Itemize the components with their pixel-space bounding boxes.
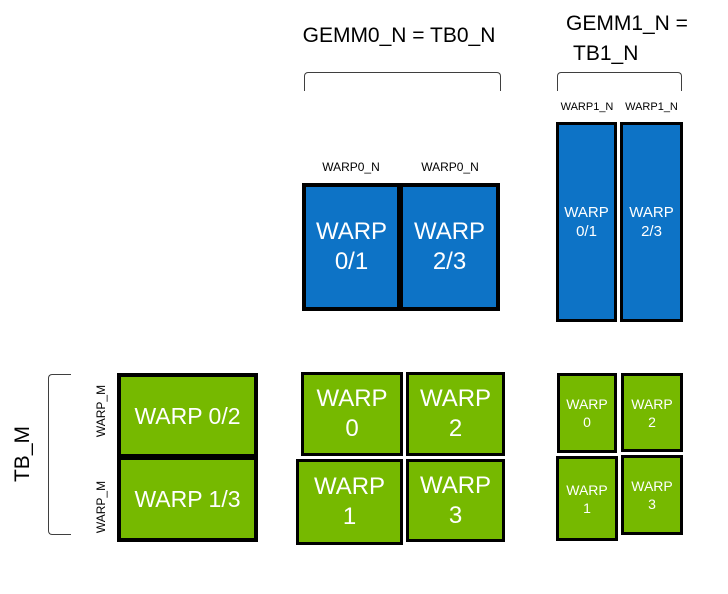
warp-word: WARP bbox=[629, 204, 674, 221]
warp-word: WARP bbox=[316, 385, 388, 412]
gemm1-green-warp-3-box: WARP 3 bbox=[621, 455, 683, 535]
warp-id: 0 bbox=[583, 414, 591, 430]
warp-ids: 0/1 bbox=[334, 248, 369, 275]
warp-id: 2 bbox=[648, 413, 656, 430]
warp-row-label: WARP 0/2 bbox=[134, 402, 241, 429]
warp-id: 1 bbox=[342, 503, 357, 530]
warp-id: 0 bbox=[345, 415, 359, 442]
gemm0-blue-warp-2-3-box: WARP 2/3 bbox=[399, 183, 500, 311]
warp-word: WARP bbox=[413, 218, 486, 245]
warp-id: 3 bbox=[448, 501, 463, 529]
warp-ids: 2/3 bbox=[641, 223, 662, 240]
gemm1-green-warp-0-box: WARP 0 bbox=[557, 373, 617, 453]
warp0-n-label-right: WARP0_N bbox=[421, 160, 479, 174]
gemm0-green-warp-2-box: WARP 2 bbox=[406, 372, 505, 456]
tb-m-label: TB_M bbox=[11, 426, 34, 483]
warp-word: WARP bbox=[631, 478, 673, 494]
gemm0-green-warp-3-box: WARP 3 bbox=[406, 459, 505, 542]
a-operand-warp-1-3-box: WARP 1/3 bbox=[117, 456, 258, 542]
warp-word: WARP bbox=[315, 218, 388, 245]
gemm1-n-title-line1: GEMM1_N = bbox=[566, 12, 688, 35]
warp-ids: 0/1 bbox=[576, 223, 597, 240]
warp-word: WARP bbox=[313, 473, 386, 500]
tb-m-bracket bbox=[48, 374, 71, 535]
gemm0-green-warp-0-box: WARP 0 bbox=[301, 372, 403, 456]
warp-word: WARP bbox=[566, 481, 608, 498]
gemm0-blue-warp-0-1-box: WARP 0/1 bbox=[302, 183, 401, 311]
warp-word: WARP bbox=[631, 395, 673, 412]
warp-word: WARP bbox=[419, 471, 492, 499]
gemm1-n-title-line2: TB1_N bbox=[573, 42, 639, 65]
gemm0-green-warp-1-box: WARP 1 bbox=[296, 459, 403, 545]
warp0-n-label-left: WARP0_N bbox=[322, 160, 380, 174]
a-operand-warp-0-2-box: WARP 0/2 bbox=[117, 373, 258, 458]
warp-m-label-bottom: WARP_M bbox=[94, 480, 108, 534]
gemm1-blue-warp-0-1-box: WARP 0/1 bbox=[556, 122, 617, 322]
warp-word: WARP bbox=[566, 396, 608, 412]
gemm1-green-warp-1-box: WARP 1 bbox=[556, 456, 618, 541]
warp1-n-label-right: WARP1_N bbox=[625, 101, 678, 113]
warp1-n-label-left: WARP1_N bbox=[560, 101, 614, 113]
gemm1-n-title: GEMM1_N = TB1_N bbox=[566, 9, 688, 69]
warp-word: WARP bbox=[419, 385, 492, 412]
warp-row-label: WARP 1/3 bbox=[134, 486, 241, 512]
warp-word: WARP bbox=[564, 204, 609, 221]
gemm1-n-bracket bbox=[557, 72, 682, 91]
gemm1-green-warp-2-box: WARP 2 bbox=[621, 373, 683, 452]
gemm0-n-title: GEMM0_N = TB0_N bbox=[302, 24, 496, 47]
gemm0-n-bracket bbox=[304, 72, 501, 91]
warp-m-label-top: WARP_M bbox=[94, 384, 108, 438]
warp-ids: 2/3 bbox=[432, 248, 467, 275]
gemm1-blue-warp-2-3-box: WARP 2/3 bbox=[620, 122, 683, 322]
warp-id: 2 bbox=[448, 415, 463, 442]
warp-id: 3 bbox=[648, 496, 656, 512]
warp-id: 1 bbox=[583, 499, 591, 516]
